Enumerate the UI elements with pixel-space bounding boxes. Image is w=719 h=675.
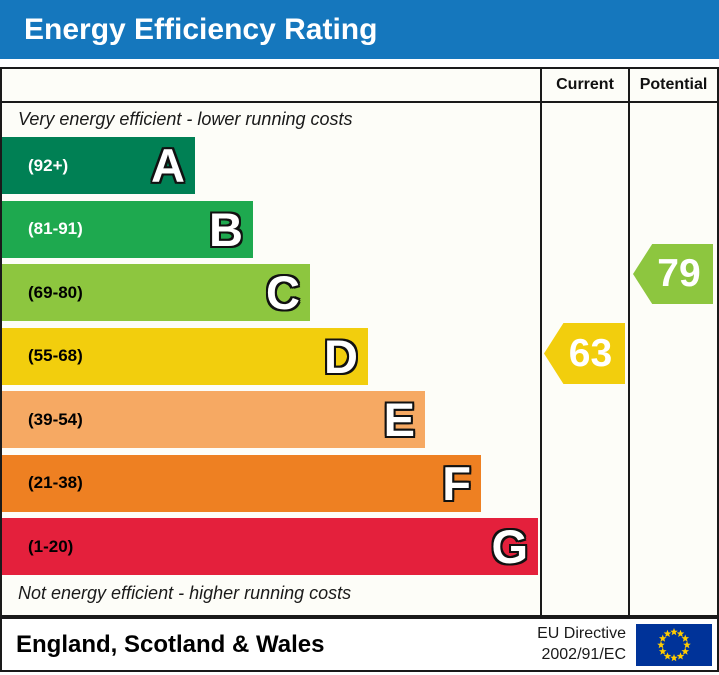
page-title: Energy Efficiency Rating: [24, 12, 378, 46]
rating-band: (21-38) F: [2, 454, 481, 512]
band-range-label: (81-91): [28, 219, 83, 238]
rating-band: (39-54) E: [2, 391, 425, 448]
band-letter: G: [491, 520, 528, 573]
rating-band: (55-68) D: [2, 327, 368, 385]
rating-bands: (92+) A (81-91) B (69-80) C (55-68) D (3…: [2, 137, 540, 582]
potential-column-divider: [628, 69, 630, 615]
band-letter: A: [151, 139, 185, 192]
footer-directive-block: EU Directive 2002/91/EC: [537, 623, 712, 666]
region-label: England, Scotland & Wales: [16, 630, 325, 658]
epc-chart: Current Potential Very energy efficient …: [0, 67, 719, 617]
potential-rating-value: 79: [657, 252, 701, 295]
eu-directive-line2: 2002/91/EC: [541, 645, 626, 663]
caption-very-efficient: Very energy efficient - lower running co…: [18, 109, 353, 129]
band-letter: C: [266, 266, 300, 319]
current-rating-value: 63: [568, 331, 613, 375]
band-letter: B: [209, 202, 243, 256]
rating-band: (69-80) C: [2, 264, 310, 321]
potential-rating-arrow: 79: [633, 244, 713, 304]
table-header-row: Current Potential: [2, 69, 717, 103]
current-rating-arrow: 63: [544, 323, 625, 384]
band-range-label: (1-20): [28, 536, 74, 556]
eu-flag-icon: [636, 623, 712, 666]
rating-band: (1-20) G: [2, 518, 538, 575]
caption-not-efficient: Not energy efficient - higher running co…: [18, 583, 352, 603]
rating-band: (81-91) B: [2, 200, 253, 258]
footer: England, Scotland & Wales EU Directive 2…: [0, 617, 719, 672]
band-letter: E: [383, 393, 415, 446]
eu-directive-label: EU Directive 2002/91/EC: [537, 624, 626, 666]
band-range-label: (92+): [28, 155, 69, 175]
eu-directive-line1: EU Directive: [537, 624, 626, 642]
current-column-header: Current: [556, 76, 614, 93]
page-title-bar: Energy Efficiency Rating: [0, 0, 719, 59]
potential-column-header: Potential: [639, 76, 708, 93]
band-range-label: (39-54): [28, 409, 83, 429]
current-column-divider: [540, 69, 542, 615]
rating-band: (92+) A: [2, 137, 195, 194]
band-range-label: (69-80): [28, 282, 83, 302]
band-range-label: (55-68): [28, 346, 83, 365]
band-letter: F: [442, 456, 471, 510]
band-letter: D: [324, 329, 358, 383]
band-range-label: (21-38): [28, 473, 83, 492]
